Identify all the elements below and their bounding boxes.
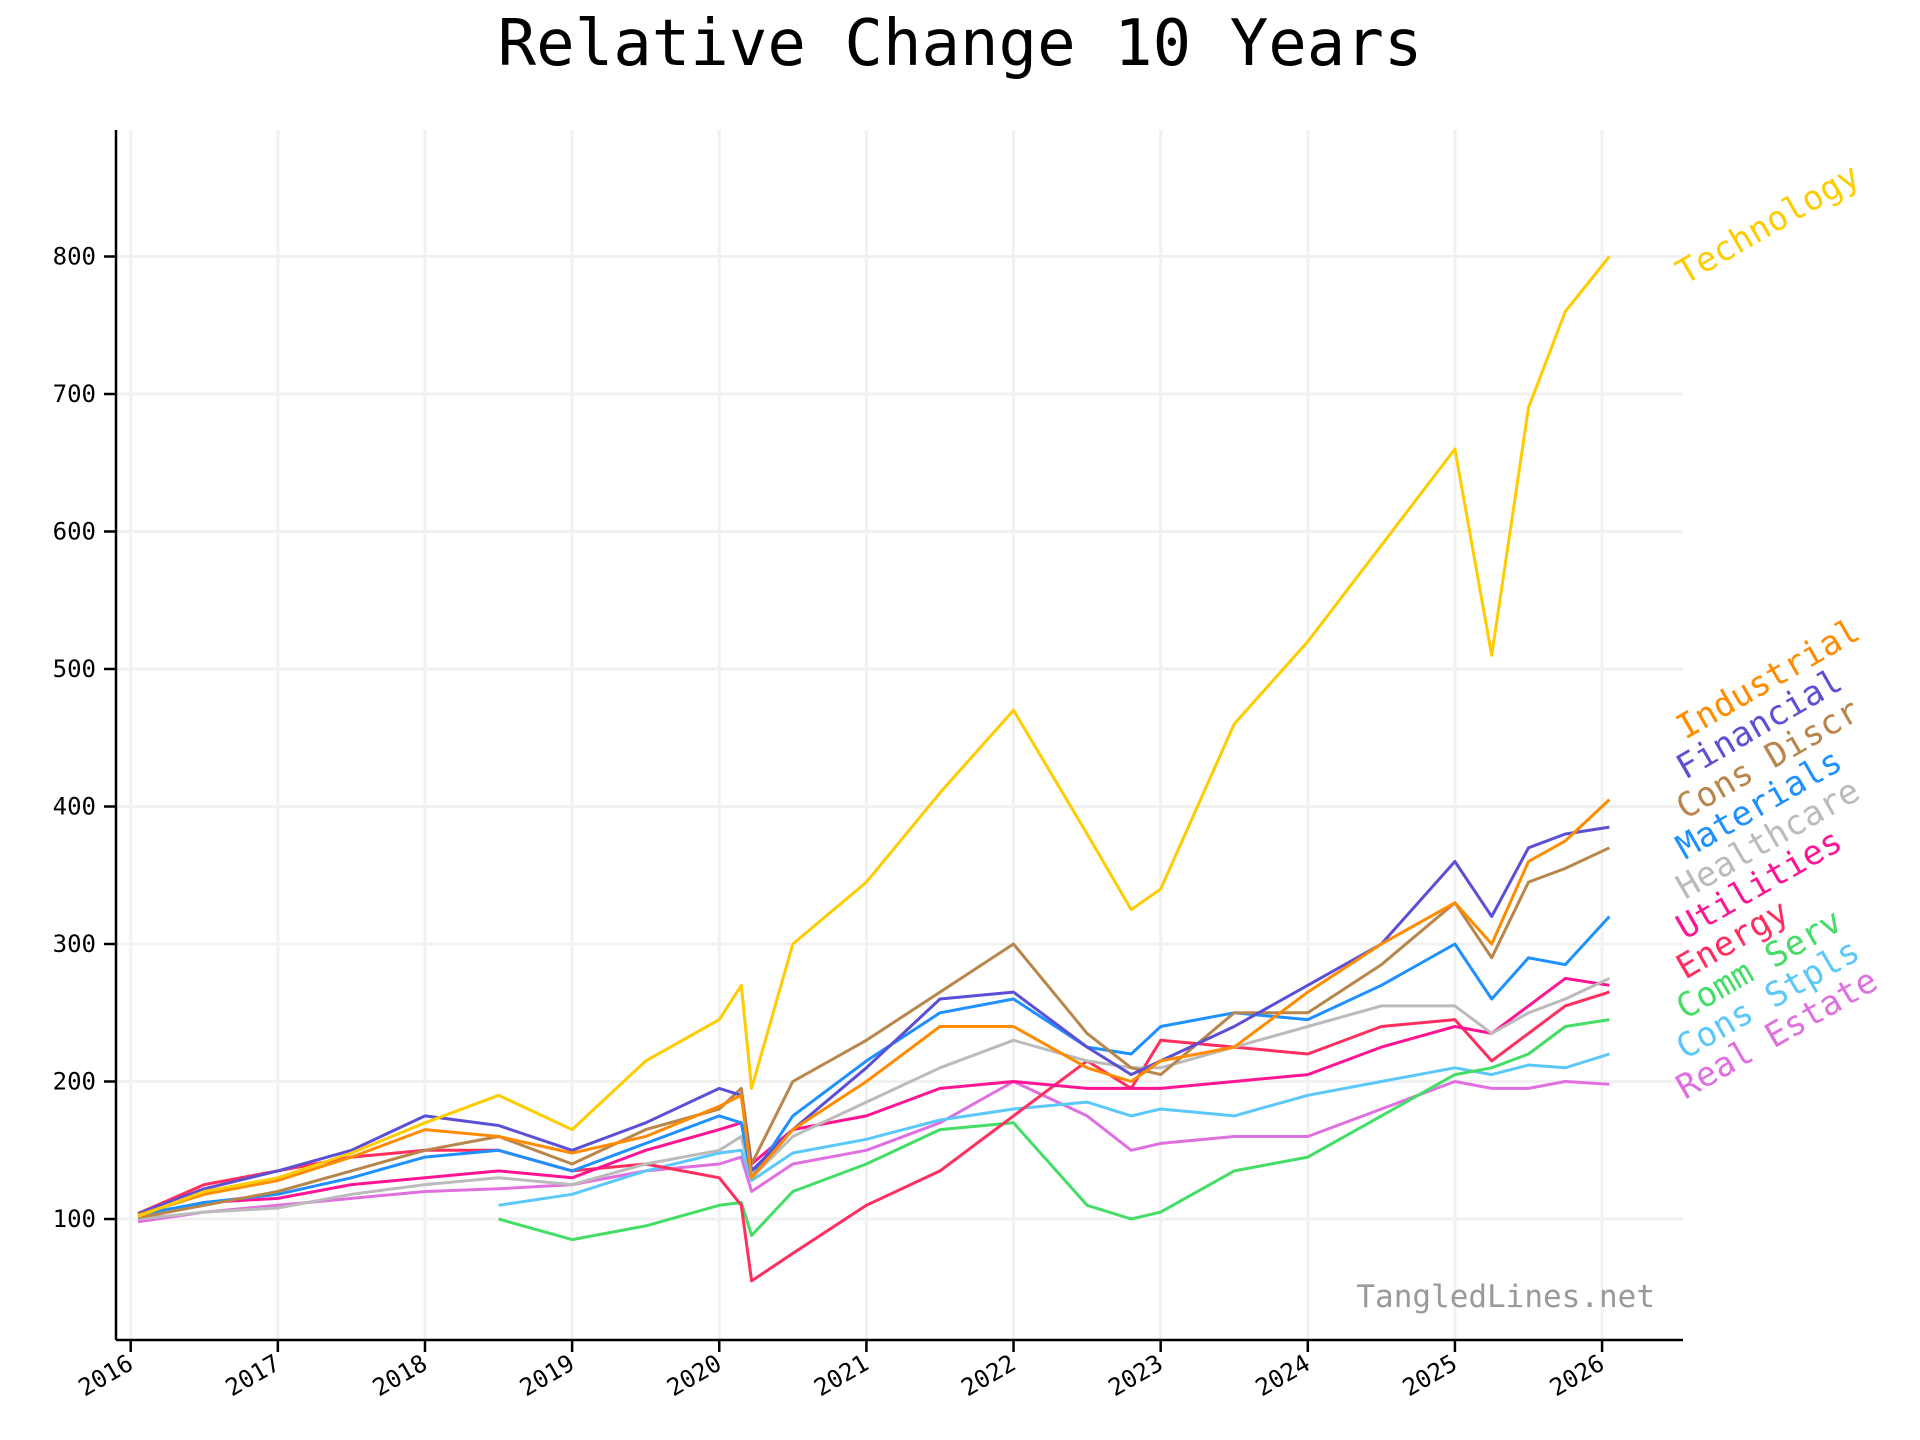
grid: [116, 130, 1683, 1340]
watermark: TangledLines.net: [1356, 1279, 1655, 1315]
x-tick-label: 2023: [1104, 1349, 1168, 1402]
x-tick-label: 2022: [956, 1349, 1020, 1402]
y-tick-label: 600: [53, 518, 96, 546]
series-line-real-estate: [137, 1080, 1610, 1224]
y-tick-label: 300: [53, 930, 96, 958]
x-tick-label: 2024: [1251, 1349, 1315, 1402]
y-tick-label: 700: [53, 380, 96, 408]
chart-title: Relative Change 10 Years: [498, 7, 1423, 81]
series-line-utilities: [137, 976, 1610, 1221]
y-tick-label: 800: [53, 243, 96, 271]
series-line-cons-stpls: [498, 1052, 1610, 1207]
series-label-technology: Technology: [1670, 156, 1867, 293]
x-tick-label: 2020: [662, 1349, 726, 1402]
series-lines: [137, 255, 1611, 1283]
y-tick-label: 200: [53, 1068, 96, 1096]
y-tick-label: 400: [53, 793, 96, 821]
series-line-technology: [137, 255, 1611, 1218]
x-tick-label: 2016: [74, 1349, 138, 1402]
y-tick-label: 100: [53, 1205, 96, 1233]
series-line-comm-serv: [498, 1018, 1610, 1242]
series-line-cons-discr: [137, 846, 1611, 1220]
series-line-industrial: [137, 798, 1611, 1217]
x-tick-label: 2018: [368, 1349, 432, 1402]
x-tick-label: 2026: [1545, 1349, 1609, 1402]
y-tick-label: 500: [53, 655, 96, 683]
x-tick-label: 2025: [1398, 1349, 1462, 1402]
x-tick-label: 2017: [221, 1349, 285, 1402]
x-tick-label: 2021: [809, 1349, 873, 1402]
series-line-healthcare: [137, 977, 1611, 1221]
x-tick-label: 2019: [515, 1349, 579, 1402]
series-line-energy: [137, 990, 1610, 1283]
series-line-materials: [137, 915, 1611, 1217]
